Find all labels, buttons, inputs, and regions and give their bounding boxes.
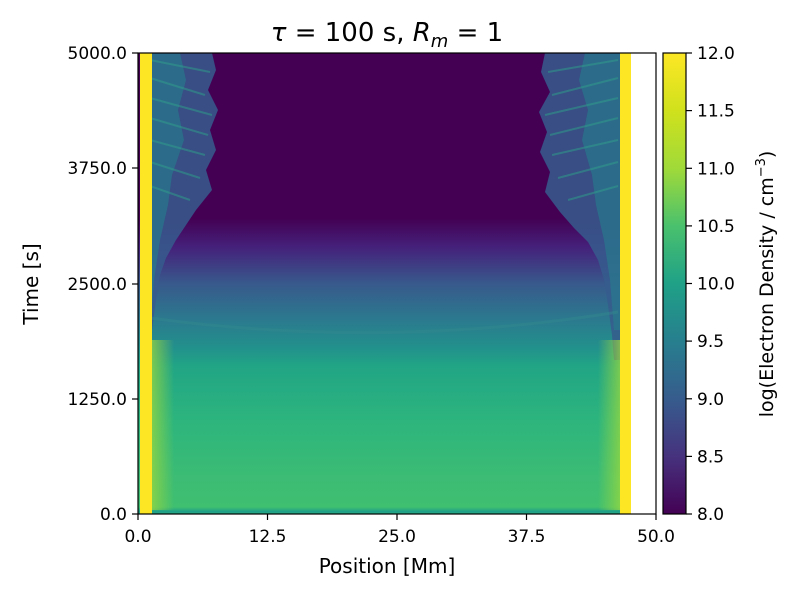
x-tick-label: 0.0: [124, 527, 151, 547]
colorbar-tick-label: 9.0: [697, 390, 724, 410]
colorbar-label-sup: −3: [754, 158, 769, 177]
y-tick-label: 1250.0: [68, 390, 127, 410]
x-tick-label: 25.0: [378, 527, 416, 547]
y-axis: 0.0 1250.0 2500.0 3750.0 5000.0 Time [s]: [19, 44, 138, 525]
heatmap-plot-area: [138, 53, 656, 514]
mid-time-streak: [149, 310, 619, 335]
y-axis-label: Time [s]: [19, 243, 43, 325]
y-tick-label: 5000.0: [68, 44, 127, 64]
right-edge-glow: [598, 340, 620, 510]
x-tick-label: 12.5: [249, 527, 287, 547]
title-tau-rest: = 100 s,: [286, 18, 412, 48]
x-axis: 0.0 12.5 25.0 37.5 50.0 Position [Mm]: [124, 514, 675, 578]
title-tau: τ: [271, 18, 287, 48]
right-leg-bands: [544, 59, 619, 201]
right-end-gap: [631, 53, 656, 514]
colorbar-tick-label: 8.0: [697, 505, 724, 525]
left-footpoint-band: [140, 53, 152, 514]
y-tick-label: 3750.0: [68, 159, 127, 179]
colorbar-tick-label: 11.0: [697, 159, 735, 179]
colorbar-ticks: [686, 52, 692, 515]
left-leg-bands: [149, 59, 213, 201]
colorbar-tick-label: 8.5: [697, 447, 724, 467]
colorbar-tick-label: 12.0: [697, 44, 735, 64]
x-axis-label: Position [Mm]: [319, 554, 456, 578]
y-tick-label: 2500.0: [68, 275, 127, 295]
title-rm-base: R: [413, 18, 431, 48]
y-tick-label: 0.0: [100, 505, 127, 525]
left-edge-glow: [152, 340, 174, 510]
colorbar-tick-label: 10.0: [697, 275, 735, 295]
colorbar-tick-label: 11.5: [697, 102, 735, 122]
title-rm-sub: m: [431, 31, 449, 52]
colorbar-tick-label: 9.5: [697, 332, 724, 352]
colorbar-label: log(Electron Density / cm−3): [754, 151, 778, 418]
colorbar-tick-label: 10.5: [697, 217, 735, 237]
colorbar-gradient: [662, 52, 687, 515]
chart-title: τ = 100 s, Rm = 1: [271, 18, 503, 52]
colorbar-label-base: log(Electron Density / cm: [756, 177, 778, 417]
title-rm-rest: = 1: [448, 18, 503, 48]
x-tick-label: 50.0: [637, 527, 675, 547]
colorbar: 8.0 8.5 9.0 9.5 10.0 10.5 11.0 11.5 12.0…: [662, 44, 778, 525]
right-footpoint-band: [620, 53, 631, 514]
x-tick-label: 37.5: [508, 527, 546, 547]
colorbar-label-close: ): [756, 151, 778, 158]
